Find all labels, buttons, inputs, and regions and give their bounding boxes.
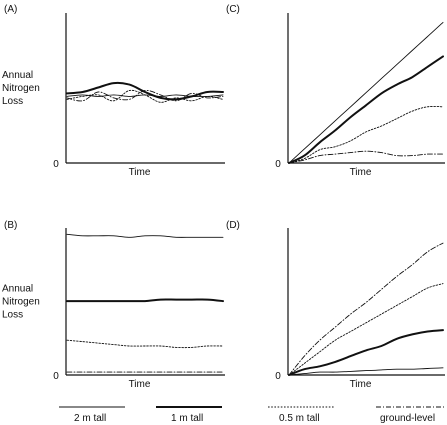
panel-b: (B) 0 Time Annual Nitrogen Loss	[2, 220, 225, 390]
series-line-2-m-tall	[288, 21, 444, 164]
y-origin-label: 0	[53, 159, 59, 170]
panel-label: (B)	[4, 220, 17, 231]
panel-label: (D)	[226, 220, 240, 231]
legend-item-1-m-tall: 1 m tall	[156, 406, 222, 424]
y-origin-label: 0	[53, 371, 59, 382]
series-line-ground-level	[288, 242, 444, 376]
x-axis-label: Time	[350, 379, 372, 390]
y-axis-label-line: Annual	[2, 284, 33, 295]
x-axis-label: Time	[129, 379, 151, 390]
panel-c: (C) 0 Time	[226, 4, 445, 178]
panel-d: (D) 0 Time	[226, 220, 445, 390]
panel-label: (A)	[4, 4, 17, 15]
series-line-1-m-tall	[288, 329, 444, 376]
series-line-2-m-tall	[66, 233, 224, 238]
legend-label: 1 m tall	[171, 413, 203, 424]
panel-label: (C)	[226, 4, 240, 15]
y-origin-label: 0	[275, 159, 281, 170]
y-axis-label-line: Loss	[2, 310, 23, 321]
series-line-0-5-m-tall	[66, 339, 224, 349]
legend: 2 m tall 1 m tall 0.5 m tall ground-level	[59, 406, 446, 424]
legend-label: 2 m tall	[74, 413, 106, 424]
series-line-ground-level	[66, 89, 224, 102]
series-line-1-m-tall	[66, 81, 224, 101]
x-axis-label: Time	[129, 167, 151, 178]
legend-label: ground-level	[380, 413, 435, 424]
series-line-0-5-m-tall	[66, 89, 224, 103]
x-axis-label: Time	[350, 167, 372, 178]
legend-item-0-5-m-tall: 0.5 m tall	[268, 406, 334, 424]
series-line-1-m-tall	[66, 298, 224, 303]
series-line-ground-level	[288, 150, 444, 164]
y-axis-label-line: Nitrogen	[2, 83, 40, 94]
y-axis-label-line: Nitrogen	[2, 297, 40, 308]
series-line-1-m-tall	[288, 55, 444, 164]
panel-a: (A) 0 Time Annual Nitrogen Loss	[2, 4, 225, 178]
y-axis-label-line: Annual	[2, 70, 33, 81]
series-line-2-m-tall	[288, 367, 444, 376]
y-axis-label-line: Loss	[2, 96, 23, 107]
legend-item-2-m-tall: 2 m tall	[59, 406, 125, 424]
legend-item-ground-level: ground-level	[376, 406, 446, 424]
series-line-0-5-m-tall	[288, 283, 444, 376]
legend-label: 0.5 m tall	[279, 413, 320, 424]
series-line-0-5-m-tall	[288, 105, 444, 164]
y-origin-label: 0	[275, 371, 281, 382]
